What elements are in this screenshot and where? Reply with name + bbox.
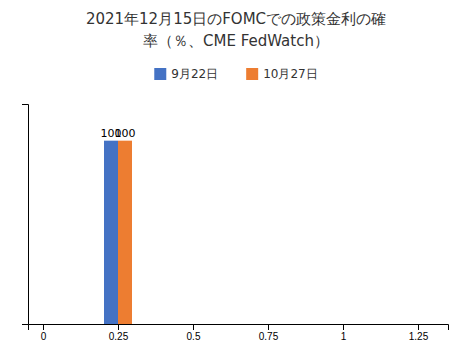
legend-label: 10月27日	[263, 67, 318, 81]
x-axis-line	[29, 325, 449, 331]
bar	[104, 141, 118, 324]
x-tick-mark	[193, 324, 194, 330]
x-tick-mark	[343, 324, 344, 330]
bar	[118, 141, 132, 324]
x-tick-mark	[268, 324, 269, 330]
bars	[104, 141, 132, 324]
data-label: 100	[115, 127, 136, 140]
legend-label: 9月22日	[171, 67, 218, 81]
x-tick-mark	[118, 324, 119, 330]
x-tick: 1.25	[409, 324, 429, 342]
y-axis	[22, 105, 29, 325]
x-tick-mark	[418, 324, 419, 330]
title: 2021年12月15日のFOMCでの政策金利の確	[86, 10, 386, 28]
title: 率（％、CME FedWatch）	[143, 32, 329, 50]
legend-item: 9月22日	[154, 67, 218, 81]
data-labels: 100100	[101, 127, 136, 140]
x-tick: 0.75	[259, 324, 279, 342]
x-tick-label: 0	[41, 331, 47, 342]
legend-swatch	[154, 68, 166, 80]
x-tick-label: 0.75	[259, 331, 279, 342]
chart: 2021年12月15日のFOMCでの政策金利の確率（％、CME FedWatch…	[0, 0, 472, 358]
y-axis-line	[22, 105, 29, 325]
x-tick-label: 1	[341, 331, 347, 342]
x-tick: 1	[341, 324, 347, 342]
x-tick-mark	[43, 324, 44, 330]
plot: 100100 0 0.25 0.5 0.75 1 1.25	[22, 105, 449, 343]
x-tick-label: 1.25	[409, 331, 429, 342]
x-tick: 0.25	[109, 324, 129, 342]
x-tick: 0	[41, 324, 47, 342]
x-axis: 0 0.25 0.5 0.75 1 1.25	[29, 324, 449, 342]
x-tick-label: 0.25	[109, 331, 129, 342]
x-tick: 0.5	[187, 324, 201, 342]
legend-item: 10月27日	[246, 67, 318, 81]
x-tick-label: 0.5	[187, 331, 201, 342]
legend-swatch	[246, 68, 258, 80]
legend: 9月22日 10月27日	[154, 67, 317, 81]
